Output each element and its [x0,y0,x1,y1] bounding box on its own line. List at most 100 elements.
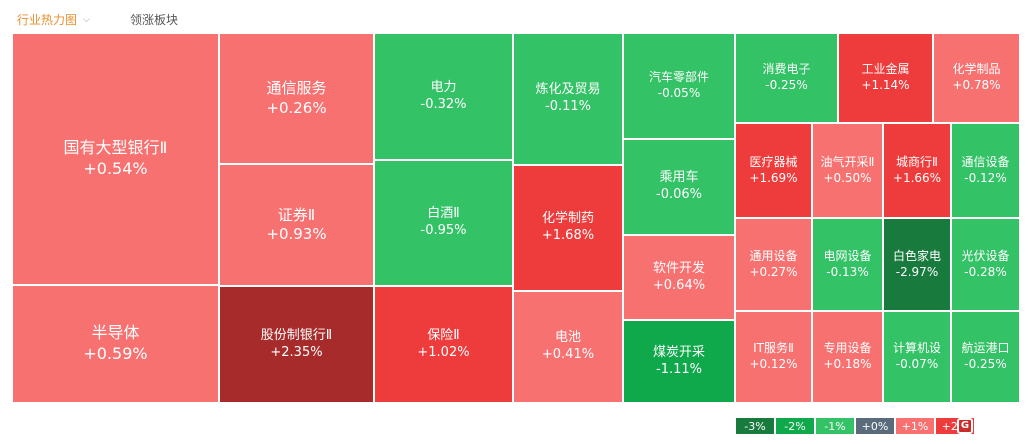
cell-change: -0.07% [895,357,939,371]
cell-change: -0.05% [657,86,701,100]
cell-change: -0.25% [964,357,1007,371]
tab-industry-heatmap-label: 行业热力图 [17,13,78,27]
cell-change: -0.06% [656,187,702,202]
cell-name: 白色家电 [892,248,941,263]
logo-icon: G [957,417,973,434]
industry-heatmap: 国有大型银行Ⅱ +0.54% 半导体 +0.59% 通信服务 +0.26% 证券… [12,33,1020,403]
cell-name: 软件开发 [652,260,705,276]
heatmap-cell[interactable]: 通信服务 +0.26% [219,33,374,164]
watermark-logo: G 格隆汇 [957,416,1015,435]
watermark-text: 格隆汇 [976,420,1016,435]
chevron-down-icon[interactable]: ⌵ [83,14,90,25]
cell-change: +1.66% [892,170,942,185]
heatmap-cell[interactable]: 消费电子 -0.25% [735,33,838,123]
tab-industry-heatmap[interactable]: 行业热力图 ⌵ [17,11,90,28]
cell-change: -0.32% [420,96,467,112]
heatmap-cell[interactable]: 化学制品 +0.78% [933,33,1020,123]
cell-name: 白酒Ⅱ [427,206,460,222]
heatmap-cell[interactable]: 电网设备 -0.13% [812,218,883,311]
cell-change: -0.13% [826,264,869,279]
cell-change: +2.35% [270,344,323,360]
legend-item: +1% [896,418,934,434]
heatmap-cell[interactable]: 证券Ⅱ +0.93% [219,164,374,286]
cell-name: 煤炭开采 [652,344,705,360]
legend-item: -1% [816,418,854,434]
cell-name: 炼化及贸易 [535,82,601,98]
heatmap-cell[interactable]: 计算机设 -0.07% [883,311,951,403]
cell-name: 城商行Ⅱ [896,154,938,169]
cell-change: -0.12% [964,170,1007,185]
cell-name: 半导体 [91,323,140,343]
heatmap-cell[interactable]: 煤炭开采 -1.11% [623,320,735,403]
legend-item: -3% [736,418,774,434]
cell-name: 光伏设备 [961,248,1010,263]
heatmap-cell[interactable]: 通信设备 -0.12% [951,123,1020,218]
heatmap-cell[interactable]: 国有大型银行Ⅱ +0.54% [12,33,219,285]
cell-name: 通信服务 [266,79,327,97]
heatmap-cell[interactable]: 航运港口 -0.25% [951,311,1020,403]
cell-name: 油气开采Ⅱ [820,154,875,169]
cell-name: 医疗器械 [749,154,798,169]
cell-name: 消费电子 [762,62,811,77]
heatmap-cell[interactable]: IT服务Ⅱ +0.12% [735,311,812,403]
cell-change: +0.27% [749,264,798,279]
cell-name: 通用设备 [749,248,798,263]
heatmap-cell[interactable]: 半导体 +0.59% [12,285,219,403]
cell-name: 计算机设 [892,341,941,356]
cell-change: -0.95% [420,223,467,238]
heatmap-cell[interactable]: 化学制药 +1.68% [513,165,623,291]
cell-name: 电网设备 [823,248,872,263]
cell-change: +0.18% [823,357,872,371]
cell-name: 电池 [554,330,581,346]
cell-change: -0.11% [545,99,591,114]
cell-change: -0.28% [964,264,1007,279]
heatmap-cell[interactable]: 电力 -0.32% [374,33,513,160]
heatmap-cell[interactable]: 光伏设备 -0.28% [951,218,1020,311]
cell-name: 证券Ⅱ [277,205,316,224]
heatmap-cell[interactable]: 乘用车 -0.06% [623,139,735,235]
heatmap-cell[interactable]: 通用设备 +0.27% [735,218,812,311]
cell-name: 通信设备 [961,154,1010,169]
heatmap-cell[interactable]: 炼化及贸易 -0.11% [513,33,623,165]
cell-change: +0.59% [83,344,148,363]
heatmap-cell[interactable]: 汽车零部件 -0.05% [623,33,735,139]
heatmap-cell[interactable]: 油气开采Ⅱ +0.50% [812,123,883,218]
legend-item: +0% [856,418,894,434]
cell-change: +0.41% [541,347,595,362]
tab-bar: 行业热力图 ⌵ 领涨板块 [0,0,1030,33]
legend-item: -2% [776,418,814,434]
cell-name: 股份制银行Ⅱ [260,327,333,343]
cell-change: +0.93% [266,225,327,243]
cell-name: 国有大型银行Ⅱ [63,138,168,158]
cell-change: +0.26% [266,98,327,117]
cell-change: +1.02% [417,344,470,360]
heatmap-cell[interactable]: 电池 +0.41% [513,291,623,403]
cell-name: 乘用车 [659,170,699,186]
heatmap-cell[interactable]: 保险Ⅱ +1.02% [374,286,513,403]
heatmap-cell[interactable]: 城商行Ⅱ +1.66% [883,123,951,218]
heatmap-cell[interactable]: 工业金属 +1.14% [838,33,933,123]
cell-change: +0.50% [823,170,872,185]
cell-name: 电力 [430,79,457,95]
cell-name: 化学制品 [952,62,1001,77]
color-legend: -3% -2% -1% +0% +1% +2% [736,418,974,434]
cell-change: -2.97% [895,264,939,279]
cell-name: IT服务Ⅱ [753,341,794,356]
heatmap-cell[interactable]: 医疗器械 +1.69% [735,123,812,218]
cell-change: +0.64% [652,277,706,293]
heatmap-cell[interactable]: 软件开发 +0.64% [623,235,735,320]
cell-name: 化学制药 [541,211,594,227]
cell-name: 工业金属 [861,62,910,77]
cell-change: -1.11% [656,361,702,377]
cell-name: 专用设备 [823,341,872,356]
cell-name: 汽车零部件 [648,70,709,85]
cell-name: 保险Ⅱ [427,327,460,343]
cell-change: +0.78% [952,78,1001,92]
heatmap-cell[interactable]: 股份制银行Ⅱ +2.35% [219,286,374,403]
heatmap-cell[interactable]: 白色家电 -2.97% [883,218,951,311]
tab-leading-sectors[interactable]: 领涨板块 [130,13,179,27]
heatmap-cell[interactable]: 白酒Ⅱ -0.95% [374,160,513,286]
heatmap-cell[interactable]: 专用设备 +0.18% [812,311,883,403]
cell-change: +1.68% [541,228,595,243]
cell-change: +0.12% [749,357,798,371]
